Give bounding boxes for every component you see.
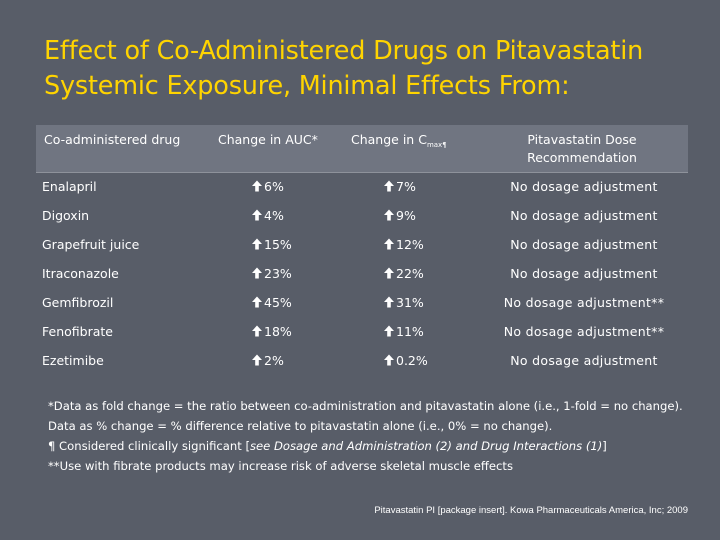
- header-drug: Co-administered drug: [44, 132, 181, 147]
- arrow-up-icon: [383, 266, 395, 279]
- cell-auc-value: 23%: [264, 266, 292, 281]
- cell-auc: 18%: [251, 323, 292, 341]
- cell-recommendation: No dosage adjustment: [510, 266, 658, 281]
- cell-auc-value: 4%: [264, 208, 284, 223]
- cell-auc: 15%: [251, 236, 292, 254]
- slide-title-line2: Systemic Exposure, Minimal Effects From:: [44, 71, 570, 101]
- arrow-up-icon: [251, 208, 263, 221]
- cell-cmax: 0.2%: [383, 352, 428, 370]
- arrow-up-icon: [251, 353, 263, 366]
- table-body: Enalapril 6% 7% No dosage adjustment Digoxin…: [36, 173, 688, 376]
- drug-interaction-table: Co-administered drug Change in AUC* Chan…: [36, 125, 688, 376]
- arrow-up-icon: [383, 324, 395, 337]
- cell-drug: Ezetimibe: [42, 353, 104, 368]
- footnote-significance-prefix: ¶ Considered clinically significant [: [48, 439, 250, 453]
- cell-cmax-value: 22%: [396, 266, 424, 281]
- arrow-up-icon: [383, 179, 395, 192]
- footnote-fibrate: **Use with fibrate products may increase…: [48, 459, 513, 473]
- table-row: Itraconazole 23% 22% No dosage adjustment: [36, 260, 688, 289]
- cell-auc-value: 2%: [264, 353, 284, 368]
- table-row: Digoxin 4% 9% No dosage adjustment: [36, 202, 688, 231]
- footnote-significance: ¶ Considered clinically significant [see…: [48, 436, 698, 456]
- cell-auc-value: 6%: [264, 179, 284, 194]
- arrow-up-icon: [383, 237, 395, 250]
- cell-cmax: 22%: [383, 265, 424, 283]
- arrow-up-icon: [251, 295, 263, 308]
- cell-cmax-value: 7%: [396, 179, 416, 194]
- cell-auc: 45%: [251, 294, 292, 312]
- arrow-up-icon: [383, 208, 395, 221]
- arrow-up-icon: [251, 179, 263, 192]
- header-cmax: Change in Cmax¶: [351, 131, 471, 154]
- cell-cmax-value: 9%: [396, 208, 416, 223]
- cell-auc-value: 15%: [264, 237, 292, 252]
- cell-recommendation: No dosage adjustment: [510, 179, 658, 194]
- table-row: Fenofibrate 18% 11% No dosage adjustment**: [36, 318, 688, 347]
- arrow-up-icon: [383, 353, 395, 366]
- cell-recommendation: No dosage adjustment**: [503, 324, 665, 339]
- cell-auc: 2%: [251, 352, 284, 370]
- cell-cmax-value: 0.2%: [396, 353, 428, 368]
- cell-auc-value: 18%: [264, 324, 292, 339]
- arrow-up-icon: [383, 295, 395, 308]
- cell-recommendation: No dosage adjustment: [510, 208, 658, 223]
- cell-cmax: 11%: [383, 323, 424, 341]
- cell-cmax-value: 12%: [396, 237, 424, 252]
- cell-auc: 23%: [251, 265, 292, 283]
- cell-auc-value: 45%: [264, 295, 292, 310]
- header-cmax-label: Change in C: [351, 132, 427, 147]
- cell-drug: Fenofibrate: [42, 324, 113, 339]
- table-row: Ezetimibe 2% 0.2% No dosage adjustment: [36, 347, 688, 376]
- cell-cmax: 7%: [383, 178, 416, 196]
- header-auc: Change in AUC*: [218, 132, 318, 147]
- slide-title: Effect of Co-Administered Drugs on Pitav…: [44, 34, 704, 104]
- header-recommendation: Pitavastatin Dose Recommendation: [527, 132, 637, 165]
- cell-drug: Grapefruit juice: [42, 237, 140, 252]
- cell-cmax: 9%: [383, 207, 416, 225]
- arrow-up-icon: [251, 237, 263, 250]
- table-row: Enalapril 6% 7% No dosage adjustment: [36, 173, 688, 202]
- footnote-significance-suffix: ]: [602, 439, 607, 453]
- cell-recommendation: No dosage adjustment**: [503, 295, 665, 310]
- cell-drug: Itraconazole: [42, 266, 119, 281]
- arrow-up-icon: [251, 324, 263, 337]
- header-cmax-subscript: max¶: [426, 141, 447, 149]
- cell-drug: Enalapril: [42, 179, 97, 194]
- table-row: Gemfibrozil 45% 31% No dosage adjustment**: [36, 289, 688, 318]
- footnotes: *Data as fold change = the ratio between…: [48, 396, 698, 476]
- cell-cmax: 31%: [383, 294, 424, 312]
- footnote-significance-ref: see Dosage and Administration (2) and Dr…: [249, 439, 603, 453]
- cell-cmax: 12%: [383, 236, 424, 254]
- cell-cmax-value: 11%: [396, 324, 424, 339]
- footnote-fold-change: *Data as fold change = the ratio between…: [48, 399, 683, 433]
- table-row: Grapefruit juice 15% 12% No dosage adjustme…: [36, 231, 688, 260]
- cell-drug: Digoxin: [42, 208, 90, 223]
- slide-title-line1: Effect of Co-Administered Drugs on Pitav…: [44, 36, 644, 66]
- cell-cmax-value: 31%: [396, 295, 424, 310]
- cell-recommendation: No dosage adjustment: [510, 237, 658, 252]
- cell-auc: 6%: [251, 178, 284, 196]
- cell-drug: Gemfibrozil: [42, 295, 114, 310]
- table-header-row: Co-administered drug Change in AUC* Chan…: [36, 125, 688, 173]
- cell-auc: 4%: [251, 207, 284, 225]
- citation: Pitavastatin PI [package insert]. Kowa P…: [374, 505, 688, 516]
- cell-recommendation: No dosage adjustment: [510, 353, 658, 368]
- arrow-up-icon: [251, 266, 263, 279]
